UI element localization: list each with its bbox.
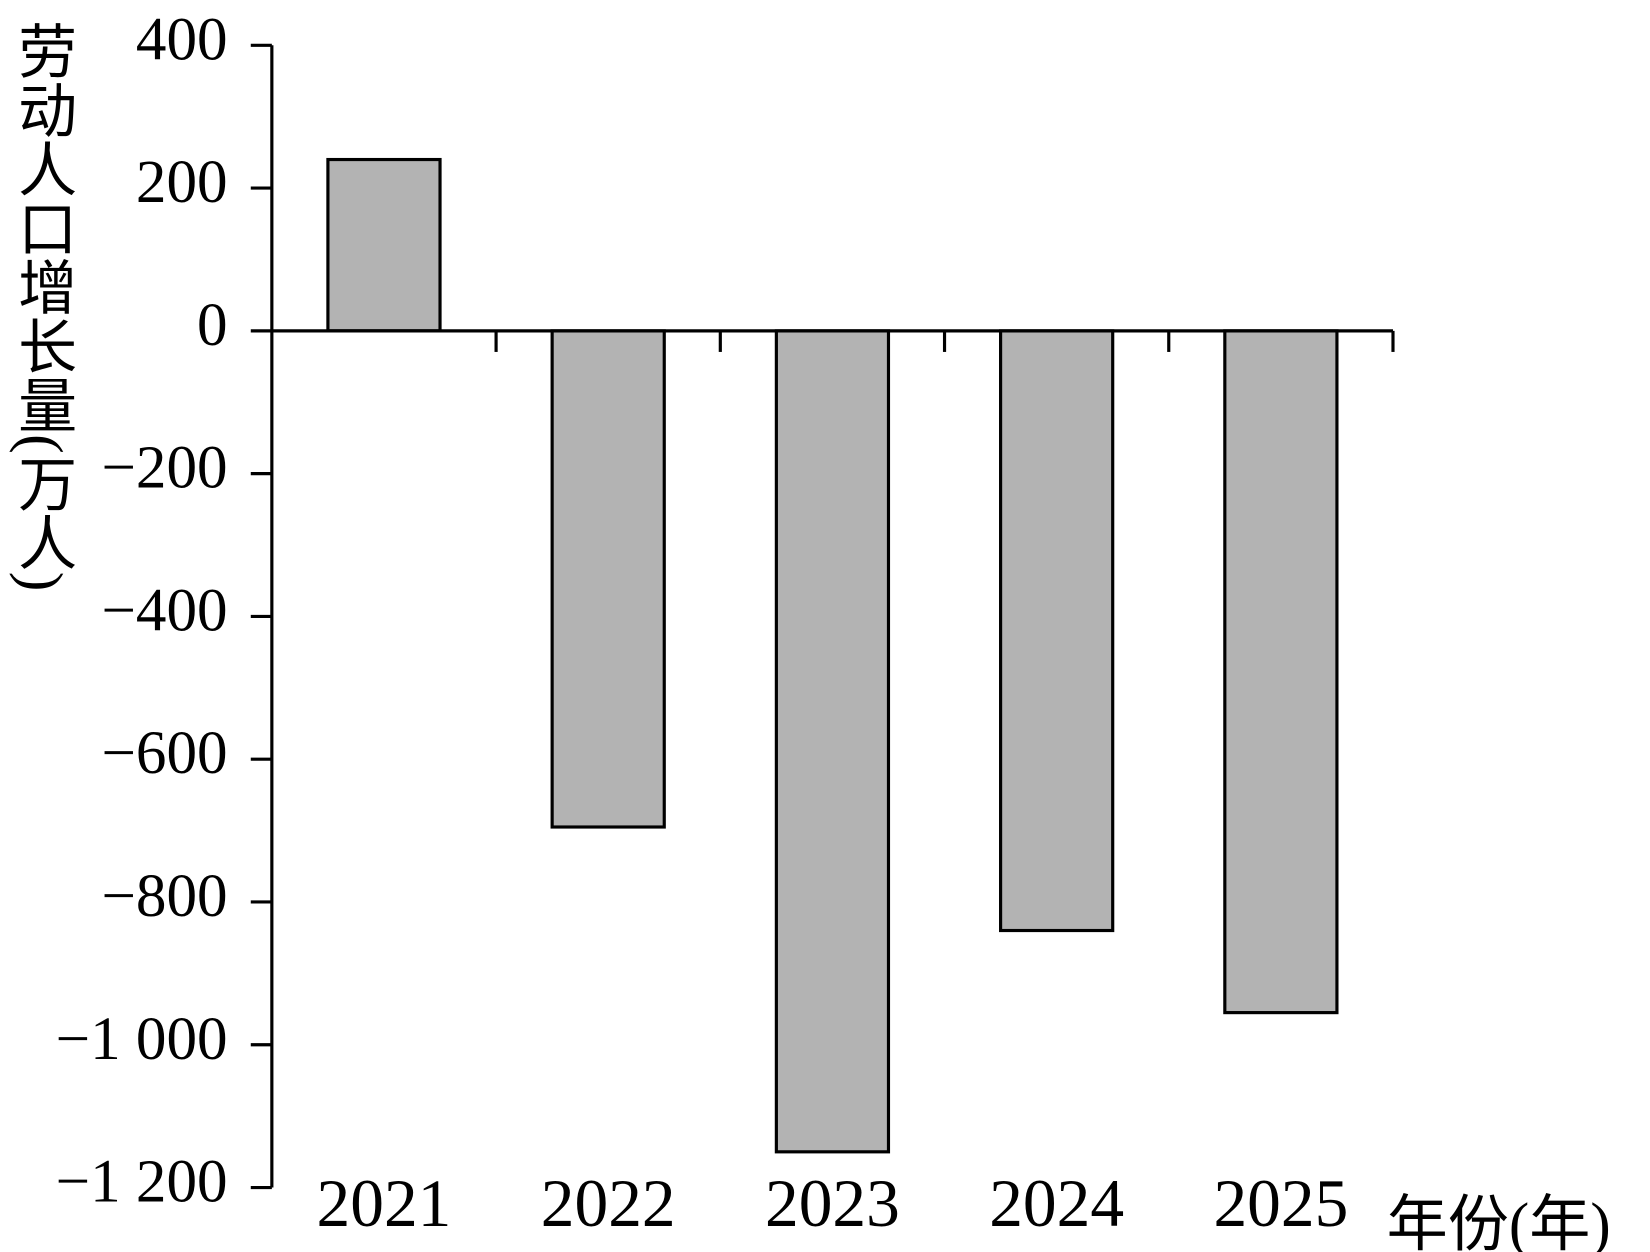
bar bbox=[1223, 329, 1339, 1015]
bar bbox=[326, 157, 442, 333]
y-tick-label: −1 000 bbox=[56, 1006, 228, 1073]
x-tick-label: 2021 bbox=[317, 1166, 452, 1241]
y-tick-label: −1 200 bbox=[56, 1149, 228, 1216]
plot-area: 劳动人口增长量(万人) 年份(年) −1 200 −1 000 −800 −600 −4… bbox=[9, 6, 1611, 1252]
y-tick-label: −400 bbox=[101, 577, 227, 644]
x-tick-label: 2024 bbox=[989, 1166, 1124, 1241]
x-tick-label: 2025 bbox=[1213, 1166, 1348, 1241]
x-axis-label: 年份(年) bbox=[1387, 1192, 1611, 1252]
y-tick-label: 400 bbox=[136, 6, 228, 73]
y-tick-label: −600 bbox=[101, 720, 227, 787]
y-tick-label: −200 bbox=[101, 435, 227, 502]
x-tick-label: 2023 bbox=[765, 1166, 900, 1241]
y-axis-label: 劳动人口增长量(万人) bbox=[9, 21, 75, 591]
y-tick-label: −800 bbox=[101, 863, 227, 930]
x-tick-label: 2022 bbox=[541, 1166, 676, 1241]
y-tick-label: 200 bbox=[136, 149, 228, 216]
y-tick-label: 0 bbox=[197, 292, 228, 359]
bar bbox=[999, 329, 1115, 933]
bar bbox=[550, 329, 666, 829]
bar bbox=[774, 329, 891, 1154]
